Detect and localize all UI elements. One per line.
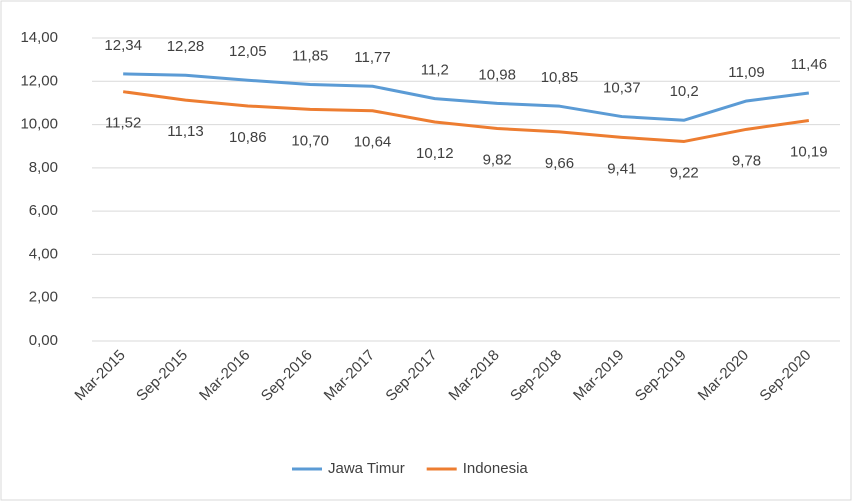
data-label: 11,85 (292, 48, 328, 65)
data-label: 9,82 (483, 151, 512, 168)
data-label: 9,66 (545, 155, 574, 172)
y-tick-label: 14,00 (20, 29, 58, 46)
data-label: 11,77 (354, 49, 390, 66)
data-label: 9,78 (732, 152, 761, 169)
data-label: 9,41 (607, 160, 636, 177)
legend-label: Jawa Timur (328, 460, 405, 477)
data-label: 10,19 (790, 143, 828, 160)
y-tick-label: 12,00 (20, 72, 58, 89)
y-tick-label: 0,00 (29, 332, 58, 349)
series-line (122, 90, 810, 143)
y-tick-label: 4,00 (29, 245, 58, 262)
data-label: 11,13 (167, 123, 203, 140)
y-tick-label: 6,00 (29, 202, 58, 219)
series-line (123, 72, 810, 122)
data-label: 11,2 (421, 62, 449, 79)
data-label: 11,46 (791, 56, 827, 73)
data-label: 10,85 (541, 69, 579, 86)
y-tick-label: 10,00 (20, 116, 58, 133)
data-label: 10,64 (354, 134, 392, 151)
data-label: 12,34 (104, 37, 142, 54)
data-label: 11,09 (728, 64, 764, 81)
legend-label: Indonesia (463, 460, 529, 477)
data-label: 10,37 (603, 80, 641, 97)
y-tick-label: 8,00 (29, 159, 58, 176)
data-label: 10,98 (478, 66, 516, 83)
data-label: 12,28 (167, 38, 205, 55)
data-label: 9,22 (670, 164, 699, 181)
data-label: 10,70 (291, 132, 329, 149)
data-label: 10,86 (229, 129, 267, 146)
data-label: 11,52 (105, 115, 141, 132)
data-label: 10,2 (670, 83, 699, 100)
data-label: 12,05 (229, 43, 267, 60)
data-label: 10,12 (416, 145, 454, 162)
y-tick-label: 2,00 (29, 289, 58, 306)
